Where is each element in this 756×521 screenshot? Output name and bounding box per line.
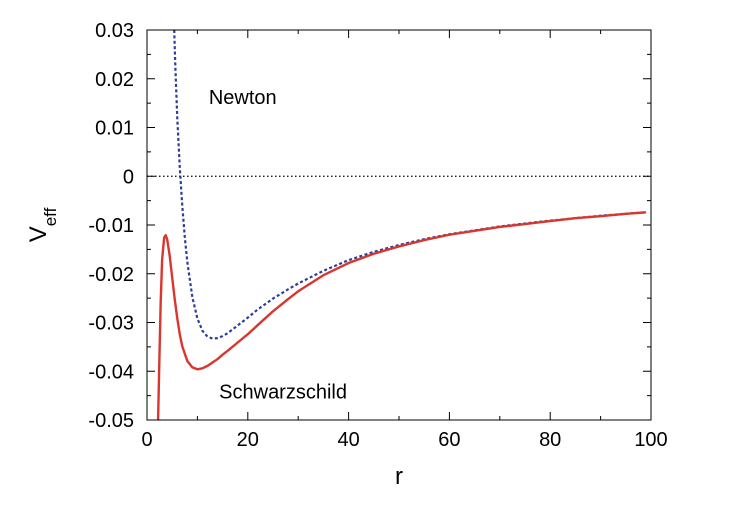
x-tick-label: 80 (539, 429, 561, 451)
y-tick-label: 0.03 (95, 20, 134, 42)
y-tick-label: 0 (123, 166, 134, 188)
y-axis-title: Veff (25, 207, 60, 242)
x-tick-label: 20 (237, 429, 259, 451)
x-tick-label: 40 (337, 429, 359, 451)
series-line-schwarzschild (156, 211, 647, 420)
series-line-newton (173, 30, 647, 340)
y-tick-label: -0.01 (88, 215, 134, 237)
annotation-newton: Newton (209, 87, 277, 109)
x-tick-label: 0 (141, 429, 152, 451)
annotation-schwarzschild: Schwarzschild (219, 382, 347, 404)
x-axis-title: r (395, 463, 403, 490)
x-tick-label: 100 (634, 429, 667, 451)
annotations: Newton Schwarzschild (209, 87, 347, 403)
y-tick-label: -0.02 (88, 264, 134, 286)
x-tick-label: 60 (438, 429, 460, 451)
y-axis: 0.03 0.02 0.01 0 -0.01 -0.02 -0.03 -0.04 -0.05 (88, 20, 651, 432)
y-axis-title-main: V (25, 226, 52, 242)
series-layer (156, 30, 647, 420)
x-axis: 0 20 40 60 80 100 (141, 30, 668, 451)
y-tick-label: -0.04 (88, 361, 134, 383)
y-tick-label: -0.05 (88, 410, 134, 432)
y-tick-label: 0.02 (95, 69, 134, 91)
y-tick-label: -0.03 (88, 313, 134, 335)
y-tick-label: 0.01 (95, 118, 134, 140)
y-axis-title-sub: eff (41, 207, 60, 226)
